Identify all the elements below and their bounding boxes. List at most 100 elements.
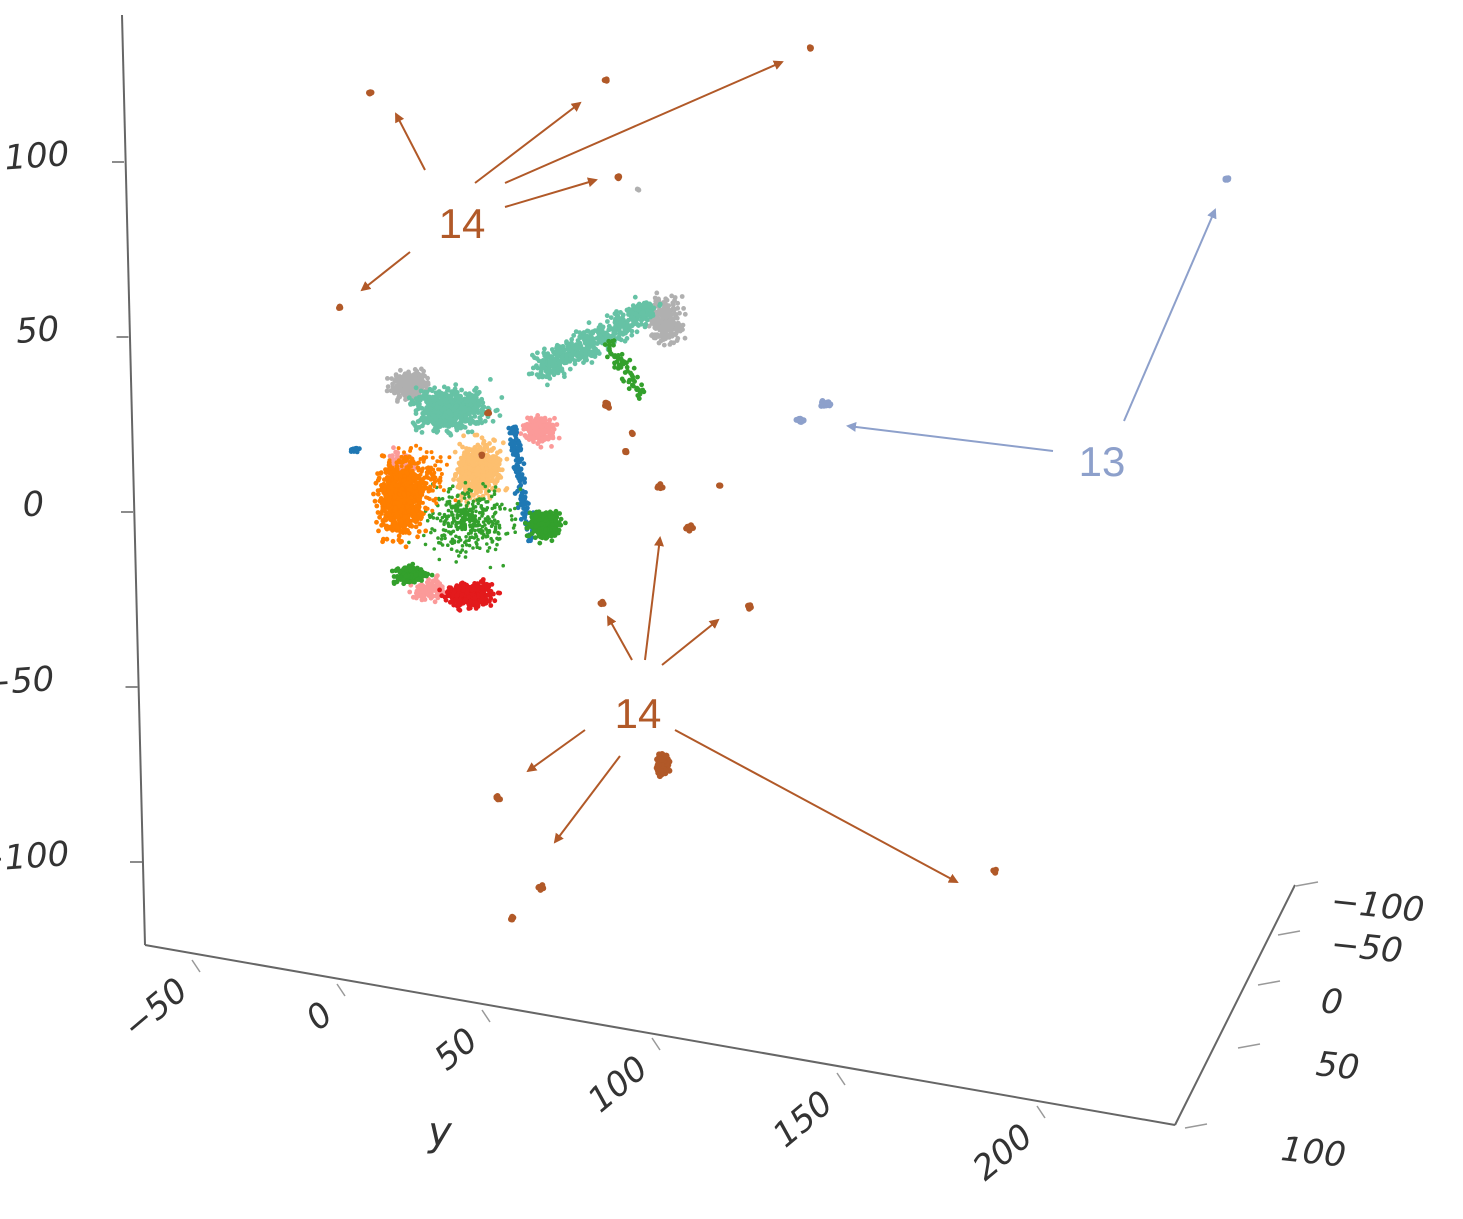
data-point bbox=[422, 410, 428, 415]
data-point bbox=[480, 514, 484, 518]
data-point bbox=[528, 418, 533, 423]
data-point bbox=[438, 541, 443, 545]
data-point bbox=[420, 593, 426, 598]
data-point bbox=[469, 455, 474, 461]
data-point bbox=[618, 310, 623, 315]
data-point bbox=[429, 572, 435, 578]
data-point bbox=[453, 416, 459, 421]
data-point bbox=[672, 298, 677, 303]
data-point bbox=[485, 542, 489, 546]
data-point bbox=[379, 453, 385, 459]
data-point bbox=[402, 393, 407, 398]
data-point bbox=[425, 518, 430, 523]
y-tick-mark bbox=[1036, 1105, 1046, 1119]
data-point bbox=[456, 395, 461, 401]
data-point bbox=[479, 465, 485, 470]
data-point bbox=[454, 427, 460, 433]
data-point bbox=[627, 357, 633, 363]
data-point bbox=[430, 508, 435, 513]
data-point bbox=[480, 476, 486, 482]
data-point bbox=[432, 599, 438, 605]
data-point bbox=[543, 527, 548, 532]
data-point bbox=[336, 305, 342, 311]
data-point bbox=[429, 530, 433, 535]
data-point bbox=[615, 313, 621, 319]
data-point bbox=[513, 436, 519, 442]
data-point bbox=[513, 530, 517, 534]
data-point bbox=[444, 397, 449, 402]
data-point bbox=[495, 542, 499, 547]
data-point bbox=[581, 360, 586, 365]
data-point bbox=[537, 517, 542, 523]
data-point bbox=[480, 469, 486, 474]
data-point bbox=[411, 476, 416, 480]
data-point bbox=[424, 450, 429, 455]
data-point bbox=[478, 579, 484, 584]
data-point bbox=[403, 456, 408, 461]
data-point bbox=[513, 506, 517, 511]
data-point bbox=[454, 534, 458, 539]
data-point bbox=[540, 416, 546, 422]
data-point bbox=[485, 500, 490, 504]
data-point bbox=[413, 572, 419, 578]
data-point bbox=[509, 514, 514, 518]
data-point bbox=[486, 531, 490, 535]
data-point bbox=[483, 517, 488, 521]
data-point bbox=[395, 576, 401, 581]
data-point bbox=[549, 347, 555, 352]
data-point bbox=[432, 470, 437, 475]
data-point bbox=[524, 435, 529, 441]
data-point bbox=[501, 563, 506, 568]
data-point bbox=[430, 527, 434, 531]
data-point bbox=[441, 488, 446, 493]
data-point bbox=[422, 584, 427, 590]
data-point bbox=[424, 470, 429, 475]
data-point bbox=[438, 475, 443, 480]
data-point bbox=[567, 366, 573, 372]
data-point bbox=[519, 497, 525, 503]
data-point bbox=[560, 344, 566, 350]
data-point bbox=[431, 498, 436, 503]
data-point bbox=[470, 513, 475, 517]
depth-tick-label: 100 bbox=[1279, 1129, 1348, 1176]
data-point bbox=[536, 421, 542, 426]
data-point bbox=[604, 313, 610, 319]
data-point bbox=[589, 340, 594, 346]
data-point bbox=[492, 492, 497, 497]
data-point bbox=[626, 386, 632, 392]
y-tick-mark bbox=[836, 1072, 846, 1086]
data-point bbox=[467, 391, 472, 397]
data-point bbox=[481, 404, 487, 410]
data-point bbox=[454, 593, 460, 598]
data-point bbox=[437, 424, 443, 429]
data-point bbox=[398, 473, 403, 478]
data-point bbox=[630, 303, 636, 308]
data-point bbox=[474, 519, 479, 524]
data-point bbox=[601, 77, 608, 84]
data-point bbox=[446, 403, 452, 409]
data-point bbox=[566, 347, 572, 353]
data-point bbox=[405, 471, 410, 476]
data-point bbox=[475, 523, 480, 528]
data-point bbox=[487, 489, 491, 493]
data-point bbox=[458, 416, 464, 421]
data-point bbox=[668, 314, 673, 320]
data-point bbox=[454, 583, 459, 589]
data-point bbox=[374, 503, 380, 509]
data-point bbox=[717, 482, 724, 489]
data-point bbox=[416, 513, 421, 517]
data-point bbox=[504, 486, 510, 491]
data-point bbox=[414, 592, 420, 598]
data-point bbox=[416, 473, 421, 478]
data-point bbox=[530, 352, 535, 358]
data-point bbox=[447, 455, 452, 460]
data-point bbox=[456, 493, 460, 498]
data-point bbox=[385, 384, 391, 389]
data-point bbox=[631, 365, 637, 371]
data-point bbox=[578, 335, 584, 340]
data-point bbox=[670, 305, 676, 311]
data-point bbox=[390, 538, 396, 544]
data-point bbox=[526, 371, 532, 377]
data-point bbox=[389, 376, 394, 381]
data-point bbox=[452, 519, 457, 523]
